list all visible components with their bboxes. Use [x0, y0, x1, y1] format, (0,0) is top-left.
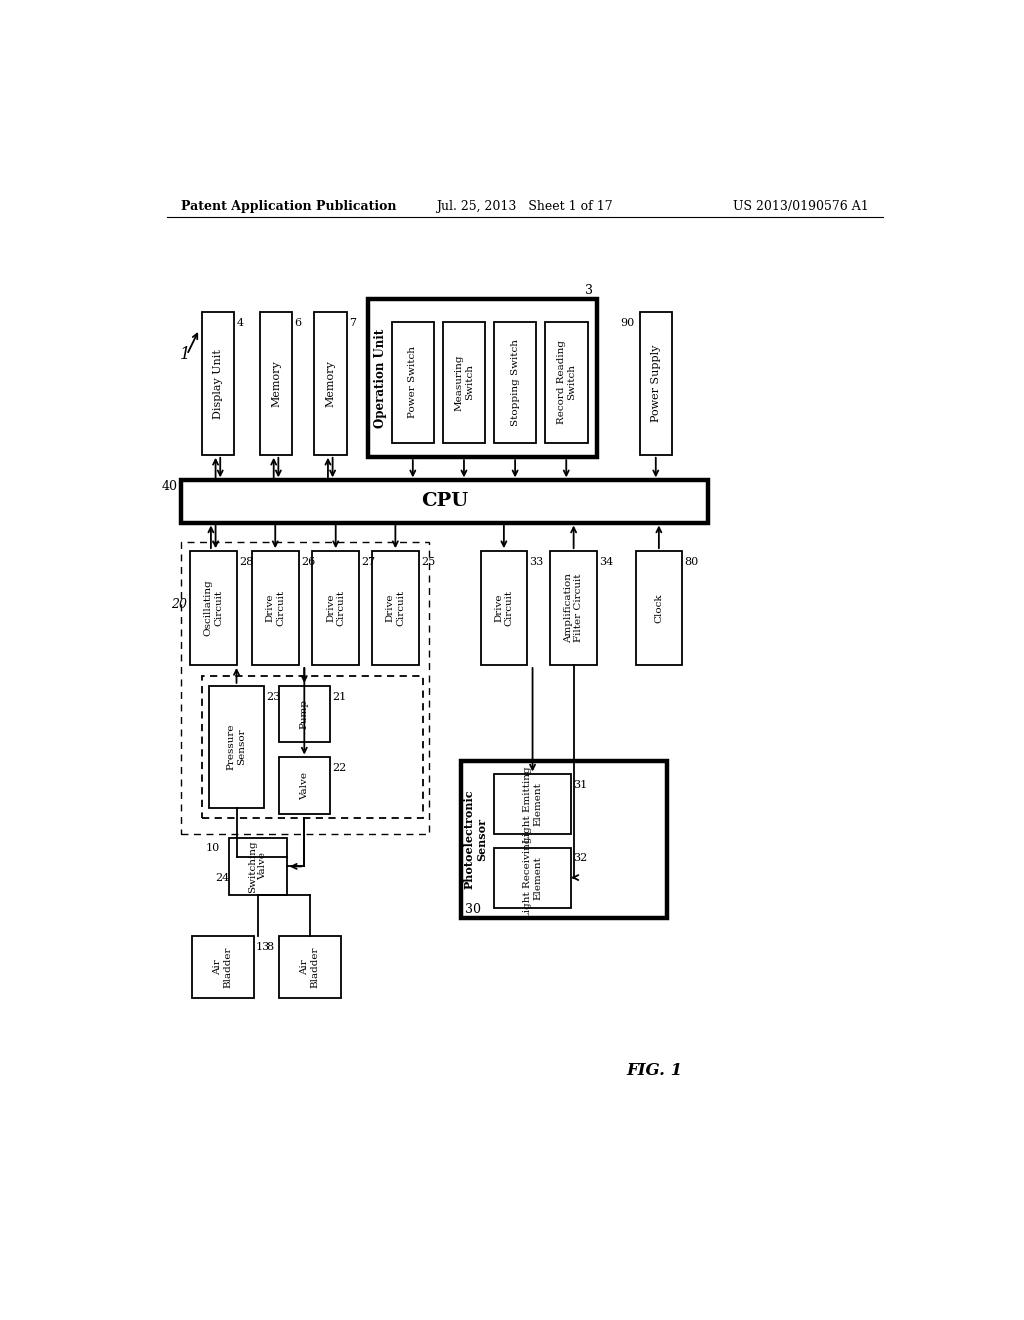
Text: 40: 40 — [162, 480, 177, 492]
Bar — [280, 936, 341, 998]
Text: 23: 23 — [266, 692, 281, 702]
Text: 6: 6 — [295, 318, 302, 329]
Text: Drive
Circuit: Drive Circuit — [386, 590, 406, 626]
Bar — [280, 686, 330, 742]
Text: 10: 10 — [206, 843, 220, 853]
Text: Air
Bladder: Air Bladder — [213, 946, 232, 987]
Text: Light Emitting
Element: Light Emitting Element — [523, 766, 543, 842]
Text: 90: 90 — [621, 318, 635, 329]
Bar — [640, 313, 672, 455]
Bar — [494, 322, 537, 444]
Bar — [312, 552, 359, 665]
Bar — [314, 313, 346, 455]
Bar — [391, 322, 434, 444]
Text: Drive
Circuit: Drive Circuit — [265, 590, 285, 626]
Bar — [191, 936, 254, 998]
Bar — [494, 847, 571, 908]
Text: Oscillating
Circuit: Oscillating Circuit — [204, 579, 223, 636]
Text: 3: 3 — [586, 284, 593, 297]
Bar — [202, 313, 234, 455]
Text: 80: 80 — [684, 557, 698, 566]
Bar — [636, 552, 682, 665]
Bar — [369, 300, 597, 457]
Text: Power Supply: Power Supply — [651, 345, 660, 422]
Text: Record Reading
Switch: Record Reading Switch — [557, 341, 575, 425]
Text: 33: 33 — [529, 557, 544, 566]
Bar — [550, 552, 597, 665]
Text: Clock: Clock — [654, 593, 664, 623]
Text: Pressure
Sensor: Pressure Sensor — [226, 723, 246, 770]
Bar — [280, 758, 330, 813]
Text: 4: 4 — [237, 318, 244, 329]
Bar — [180, 480, 708, 523]
Text: Light Receiving
Element: Light Receiving Element — [523, 837, 543, 919]
Text: 31: 31 — [573, 780, 588, 791]
Text: CPU: CPU — [421, 492, 468, 511]
Bar — [252, 552, 299, 665]
Text: 7: 7 — [349, 318, 356, 329]
Text: 8: 8 — [266, 942, 273, 952]
Text: 22: 22 — [332, 763, 346, 774]
Text: FIG. 1: FIG. 1 — [627, 1063, 683, 1080]
Text: 20: 20 — [171, 598, 186, 611]
Text: Memory: Memory — [326, 360, 335, 407]
Text: Amplification
Filter Circuit: Amplification Filter Circuit — [564, 573, 584, 643]
Text: 26: 26 — [301, 557, 315, 566]
Text: Photoelectronic
Sensor: Photoelectronic Sensor — [463, 789, 487, 890]
Text: Display Unit: Display Unit — [213, 348, 223, 418]
Bar — [209, 686, 263, 808]
Text: Patent Application Publication: Patent Application Publication — [180, 199, 396, 213]
Text: Memory: Memory — [271, 360, 281, 407]
Text: 32: 32 — [573, 853, 588, 863]
Text: Valve: Valve — [300, 772, 309, 800]
Bar — [372, 552, 419, 665]
Bar — [494, 775, 571, 834]
Bar — [442, 322, 485, 444]
Bar — [202, 676, 423, 818]
Bar — [180, 543, 429, 834]
Text: Stopping Switch: Stopping Switch — [511, 339, 519, 426]
Text: 34: 34 — [599, 557, 613, 566]
Text: Drive
Circuit: Drive Circuit — [495, 590, 514, 626]
Text: 1: 1 — [180, 346, 190, 363]
Text: Power Switch: Power Switch — [409, 346, 418, 418]
Text: Measuring
Switch: Measuring Switch — [455, 354, 474, 411]
Text: 24: 24 — [215, 873, 229, 883]
Text: Drive
Circuit: Drive Circuit — [326, 590, 345, 626]
Bar — [228, 838, 287, 895]
Bar — [190, 552, 237, 665]
Bar — [480, 552, 527, 665]
Text: 28: 28 — [239, 557, 253, 566]
Text: US 2013/0190576 A1: US 2013/0190576 A1 — [733, 199, 869, 213]
Bar — [461, 760, 667, 919]
Text: Jul. 25, 2013   Sheet 1 of 17: Jul. 25, 2013 Sheet 1 of 17 — [436, 199, 613, 213]
Text: Air
Bladder: Air Bladder — [300, 946, 319, 987]
Text: 25: 25 — [421, 557, 435, 566]
Text: 13: 13 — [256, 942, 270, 952]
Text: 21: 21 — [332, 692, 346, 702]
Bar — [260, 313, 292, 455]
Bar — [545, 322, 588, 444]
Text: Operation Unit: Operation Unit — [374, 329, 387, 428]
Text: Switching
Valve: Switching Valve — [248, 840, 267, 892]
Text: Pump: Pump — [300, 700, 309, 729]
Text: 30: 30 — [465, 903, 481, 916]
Text: 27: 27 — [361, 557, 376, 566]
